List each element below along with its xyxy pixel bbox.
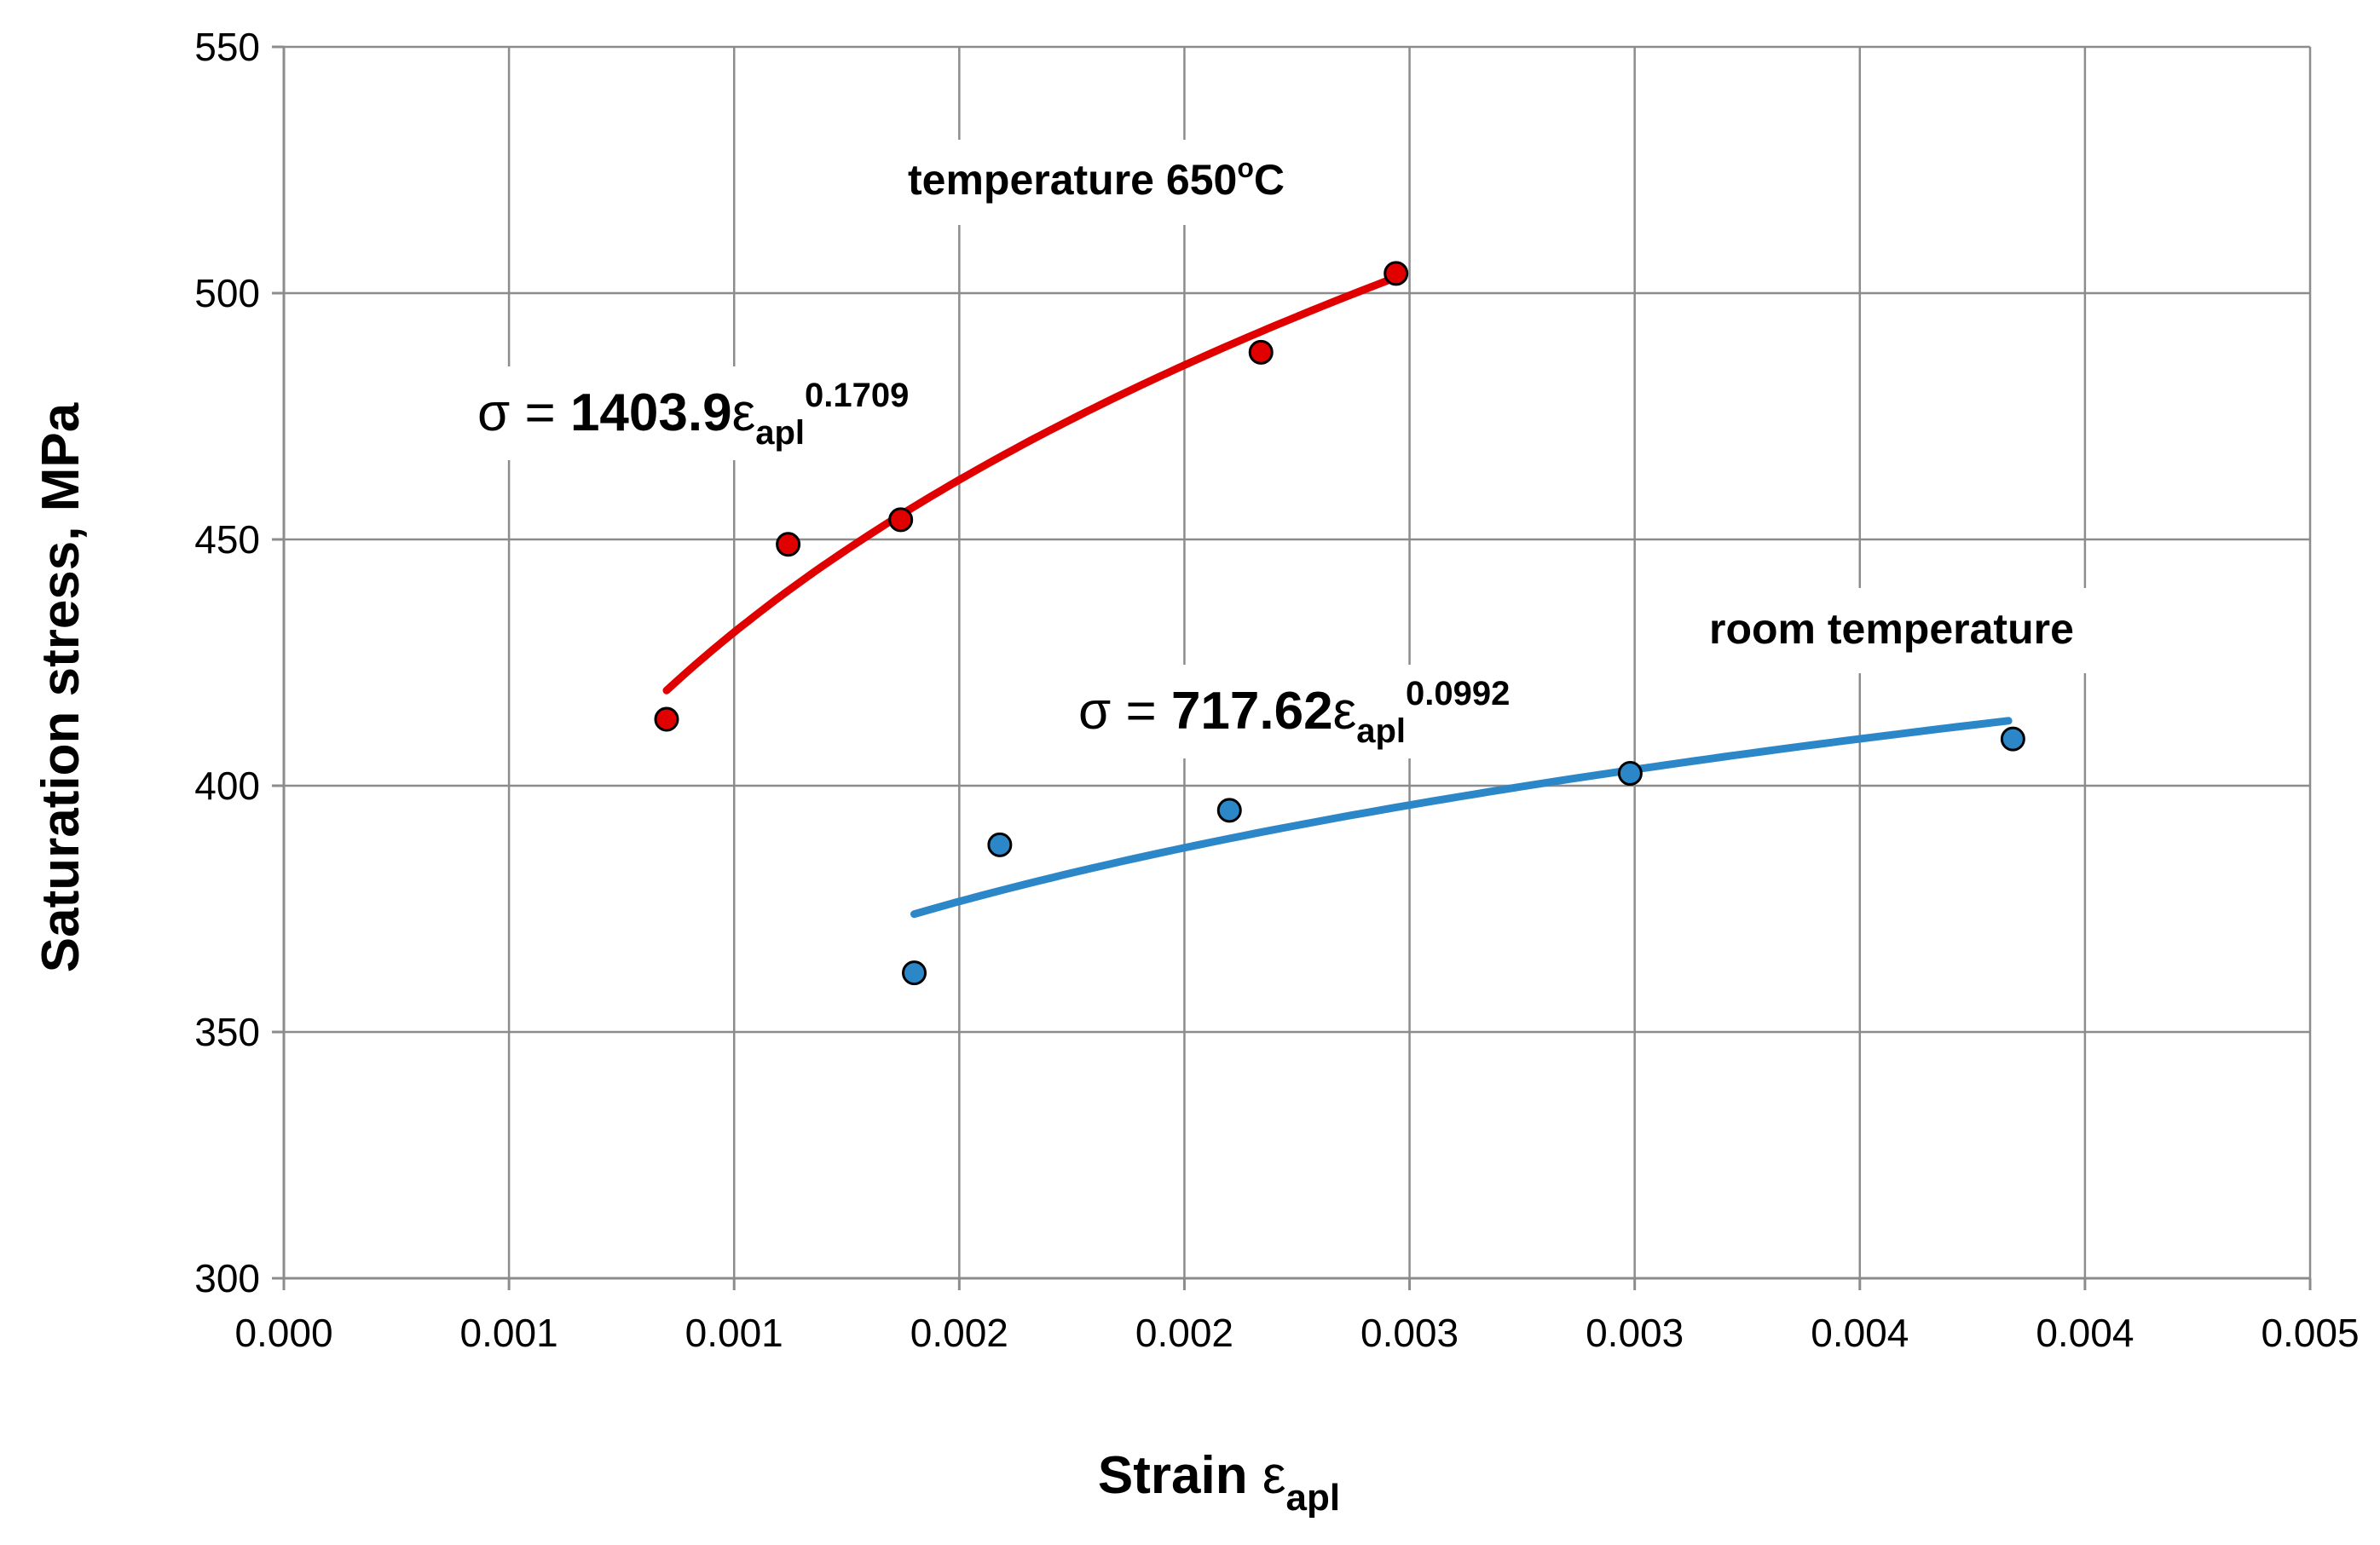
y-tick-label: 550 bbox=[194, 25, 260, 69]
series-label-650: temperature 650oC bbox=[908, 153, 1285, 204]
series-room bbox=[902, 717, 2025, 986]
equation-650-prefix: σ = bbox=[477, 383, 570, 442]
series-650 bbox=[654, 261, 1409, 732]
x-tick-label: 0.003 bbox=[1586, 1311, 1684, 1355]
x-axis-title-main: Strain bbox=[1098, 1446, 1262, 1505]
annotations: temperature 650oC room temperature σ = 1… bbox=[465, 140, 2123, 758]
x-tick-label: 0.004 bbox=[2036, 1311, 2134, 1355]
equation-room-prefix: σ = bbox=[1078, 682, 1171, 741]
x-tick-label: 0.002 bbox=[1135, 1311, 1233, 1355]
series-room-fit-line bbox=[910, 717, 2013, 919]
series-650-point bbox=[1384, 261, 1409, 286]
equation-room-sub: apl bbox=[1356, 712, 1406, 750]
series-room-point bbox=[987, 832, 1013, 857]
y-tick-label: 300 bbox=[194, 1256, 260, 1300]
series-650-fit-line bbox=[662, 274, 1401, 695]
x-tick-label: 0.003 bbox=[1360, 1311, 1459, 1355]
series-650-point bbox=[776, 532, 801, 557]
equation-650: σ = 1403.9εapl0.1709 bbox=[477, 377, 909, 452]
x-tick-label: 0.001 bbox=[685, 1311, 783, 1355]
series-650-point bbox=[1248, 339, 1274, 365]
equation-room-exp: 0.0992 bbox=[1406, 675, 1510, 712]
x-tick-label: 0.001 bbox=[460, 1311, 558, 1355]
y-tick-label: 350 bbox=[194, 1010, 260, 1054]
equation-room-background bbox=[1070, 665, 1547, 758]
y-tick-label: 400 bbox=[194, 764, 260, 808]
grid bbox=[284, 45, 2312, 1278]
y-axis-title: Saturation stress, MPa bbox=[32, 402, 90, 972]
series-label-650-sup: o bbox=[1237, 153, 1254, 183]
x-tick-label: 0.005 bbox=[2261, 1311, 2359, 1355]
series-room-point bbox=[902, 960, 927, 986]
equation-room: σ = 717.62εapl0.0992 bbox=[1078, 675, 1510, 750]
series-room-point bbox=[2000, 726, 2025, 752]
series-650-point bbox=[888, 507, 914, 533]
equation-650-exp: 0.1709 bbox=[805, 377, 909, 414]
axes bbox=[272, 45, 2312, 1290]
equation-room-coef: 717.62 bbox=[1171, 682, 1333, 741]
x-tick-label: 0.002 bbox=[910, 1311, 1008, 1355]
equation-650-coef: 1403.9 bbox=[570, 383, 732, 442]
label-room-background bbox=[1696, 588, 2123, 673]
series-label-650-main: temperature 650 bbox=[908, 156, 1237, 204]
tick-labels: 0.000 0.001 0.001 0.002 0.002 0.003 0.003 0.004… bbox=[194, 25, 2359, 1355]
label-650-background bbox=[887, 140, 1347, 225]
x-axis-title: Strain εapl bbox=[1098, 1446, 1340, 1519]
equation-room-symbol: ε bbox=[1333, 682, 1357, 741]
x-axis-title-symbol: ε bbox=[1262, 1446, 1286, 1505]
x-tick-label: 0.000 bbox=[234, 1311, 332, 1355]
series-label-room: room temperature bbox=[1709, 605, 2074, 653]
x-tick-label: 0.004 bbox=[1811, 1311, 1909, 1355]
y-tick-label: 450 bbox=[194, 517, 260, 562]
series-label-650-end: C bbox=[1254, 156, 1285, 204]
series-room-point bbox=[1216, 798, 1242, 823]
y-tick-label: 500 bbox=[194, 271, 260, 315]
x-axis-title-sub: apl bbox=[1286, 1477, 1341, 1519]
series-room-point bbox=[1617, 761, 1643, 787]
equation-650-background bbox=[465, 366, 942, 460]
equation-650-sub: apl bbox=[755, 414, 805, 452]
series-650-point bbox=[654, 706, 679, 732]
series-layer bbox=[654, 261, 2025, 986]
equation-650-symbol: ε bbox=[732, 383, 756, 442]
